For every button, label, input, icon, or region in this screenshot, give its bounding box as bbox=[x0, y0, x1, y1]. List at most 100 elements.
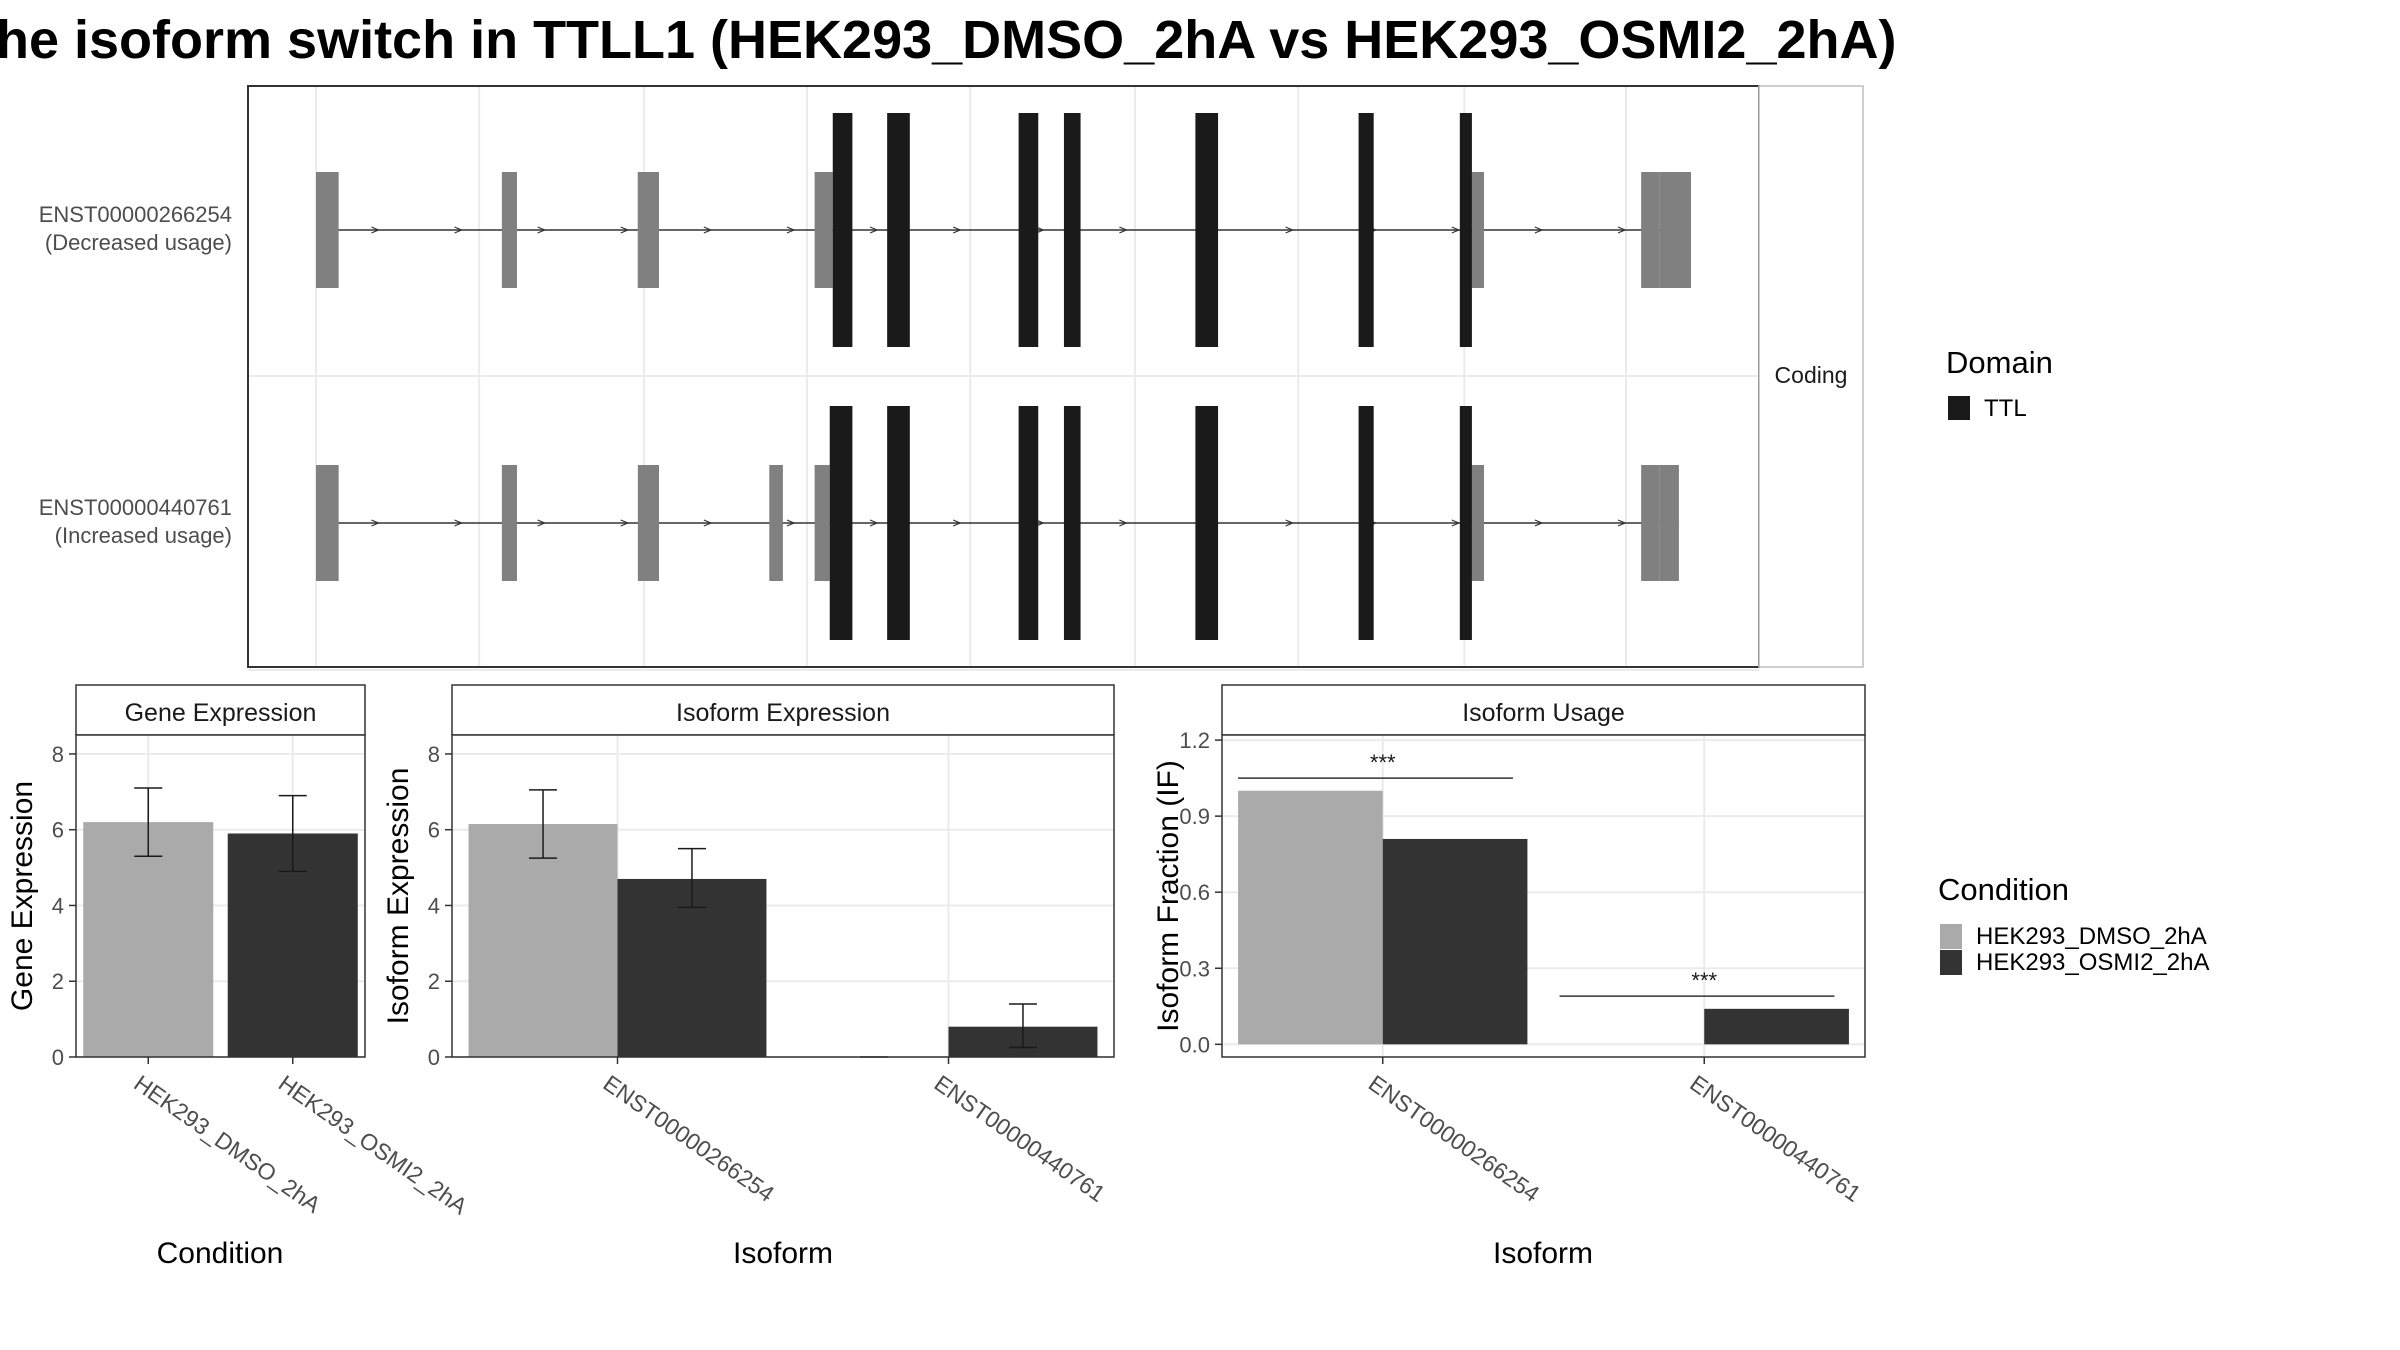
coding-exon-ttl-domain bbox=[887, 113, 910, 347]
domain-legend-label: TTL bbox=[1984, 395, 2027, 422]
condition-legend-swatch bbox=[1940, 924, 1962, 949]
x-axis-label: Condition bbox=[157, 1237, 284, 1270]
coding-exon-ttl-domain bbox=[1459, 113, 1472, 347]
intron-arrow bbox=[1451, 519, 1461, 527]
intron-arrow bbox=[1534, 519, 1544, 527]
utr-exon bbox=[814, 465, 830, 581]
y-tick-label: 6 bbox=[428, 818, 440, 843]
y-tick-label: 2 bbox=[52, 969, 64, 994]
legends: Domain TTL Condition HEK293_DMSO_2hAHEK293_… bbox=[1938, 345, 2209, 976]
intron-arrow bbox=[1617, 519, 1627, 527]
coding-exon-ttl-domain bbox=[1018, 113, 1039, 347]
coding-exon-ttl-domain bbox=[1459, 406, 1472, 640]
bar bbox=[1382, 838, 1528, 1045]
coding-exon-ttl-domain bbox=[1195, 113, 1219, 347]
chart-strip bbox=[451, 684, 1115, 736]
intron-arrow bbox=[703, 519, 713, 527]
bar bbox=[468, 824, 618, 1057]
y-tick-label: 2 bbox=[428, 969, 440, 994]
intron-arrow bbox=[952, 226, 962, 234]
utr-exon bbox=[1471, 465, 1484, 581]
intron-arrow bbox=[1451, 226, 1461, 234]
chart-2: Isoform Expression 0 2 4 6 8 ENST00000266254 EN… bbox=[382, 684, 1115, 1270]
transcript-usage-label: (Increased usage) bbox=[55, 523, 232, 548]
significance-label: *** bbox=[1370, 750, 1396, 775]
x-tick-label: ENST00000440761 bbox=[1685, 1070, 1865, 1207]
bar bbox=[617, 878, 767, 1057]
intron-arrow bbox=[786, 519, 796, 527]
y-tick-label: 0.6 bbox=[1179, 880, 1210, 905]
utr-exon bbox=[501, 465, 517, 581]
intron-arrow bbox=[1617, 226, 1627, 234]
condition-legend-label: HEK293_DMSO_2hA bbox=[1976, 923, 2207, 950]
utr-exon bbox=[1641, 465, 1660, 581]
y-axis-label: Gene Expression bbox=[6, 781, 39, 1011]
y-tick-label: 8 bbox=[52, 742, 64, 767]
x-tick-label: ENST00000266254 bbox=[599, 1070, 780, 1207]
transcript-structure-panel: ENST00000266254 (Decreased usage) ENST0000… bbox=[39, 85, 1864, 671]
intron-arrow bbox=[1285, 519, 1295, 527]
domain-legend-swatch bbox=[1948, 396, 1970, 420]
chart-panel-border bbox=[1221, 734, 1866, 1058]
bar bbox=[1238, 790, 1383, 1045]
y-tick-label: 4 bbox=[52, 893, 64, 918]
intron-arrow bbox=[1119, 519, 1128, 527]
facet-strip bbox=[1758, 85, 1864, 668]
y-tick-label: 6 bbox=[52, 818, 64, 843]
bar bbox=[1704, 1008, 1849, 1045]
chart-1: Gene Expression02468HEK293_DMSO_2hAHEK29… bbox=[6, 684, 473, 1270]
condition-legend-swatch bbox=[1940, 950, 1962, 975]
intron-arrow bbox=[1534, 226, 1544, 234]
intron-arrow bbox=[869, 519, 879, 527]
condition-legend-label: HEK293_OSMI2_2hA bbox=[1976, 949, 2209, 976]
intron-arrow bbox=[952, 519, 962, 527]
intron-arrow bbox=[537, 519, 547, 527]
chart-strip bbox=[1221, 684, 1866, 736]
intron-arrow bbox=[454, 519, 464, 527]
y-axis-label: Isoform Fraction (IF) bbox=[1152, 760, 1185, 1032]
coding-exon-ttl-domain bbox=[1063, 113, 1081, 347]
intron-arrow bbox=[703, 226, 713, 234]
chart-title: Isoform Expression bbox=[676, 699, 890, 727]
intron-arrow bbox=[1036, 519, 1045, 527]
condition-legend-title: Condition bbox=[1938, 872, 2069, 907]
transcript-id-label: ENST00000440761 bbox=[39, 495, 232, 520]
utr-exon bbox=[637, 465, 659, 581]
intron-arrow bbox=[371, 519, 380, 527]
chart-title: Isoform Usage bbox=[1462, 699, 1625, 727]
y-tick-label: 4 bbox=[428, 893, 440, 918]
chart-title: Gene Expression bbox=[125, 699, 317, 727]
y-axis-label: Isoform Expression bbox=[382, 768, 415, 1025]
facet-strip-label: Coding bbox=[1775, 362, 1848, 388]
y-tick-label: 0.0 bbox=[1179, 1032, 1210, 1057]
utr-exon bbox=[1471, 172, 1484, 288]
intron-arrow bbox=[786, 226, 796, 234]
chart-panel-border bbox=[451, 734, 1115, 1058]
chart-strip bbox=[75, 684, 366, 736]
utr-exon bbox=[501, 172, 517, 288]
intron-arrow bbox=[1119, 226, 1128, 234]
transcript-id-label: ENST00000266254 bbox=[39, 202, 232, 227]
intron-arrow bbox=[371, 226, 380, 234]
intron-arrow bbox=[1285, 226, 1295, 234]
utr-exon-small bbox=[1659, 172, 1692, 288]
utr-exon bbox=[315, 465, 339, 581]
x-tick-label: ENST00000440761 bbox=[930, 1070, 1110, 1207]
utr-exon bbox=[769, 465, 783, 581]
y-tick-label: 0.9 bbox=[1179, 804, 1210, 829]
intron-arrow bbox=[454, 226, 464, 234]
intron-arrow bbox=[1036, 226, 1045, 234]
coding-exon-ttl-domain bbox=[887, 406, 910, 640]
intron-arrow bbox=[620, 226, 630, 234]
domain-legend-title: Domain bbox=[1946, 345, 2053, 380]
coding-exon-ttl-domain bbox=[1358, 406, 1374, 640]
utr-exon bbox=[315, 172, 339, 288]
intron-arrow bbox=[620, 519, 630, 527]
bar bbox=[83, 822, 214, 1057]
utr-exon-small bbox=[1659, 465, 1679, 581]
utr-exon bbox=[637, 172, 659, 288]
intron-arrow bbox=[869, 226, 879, 234]
intron-arrow bbox=[537, 226, 547, 234]
transcript-usage-label: (Decreased usage) bbox=[45, 230, 232, 255]
